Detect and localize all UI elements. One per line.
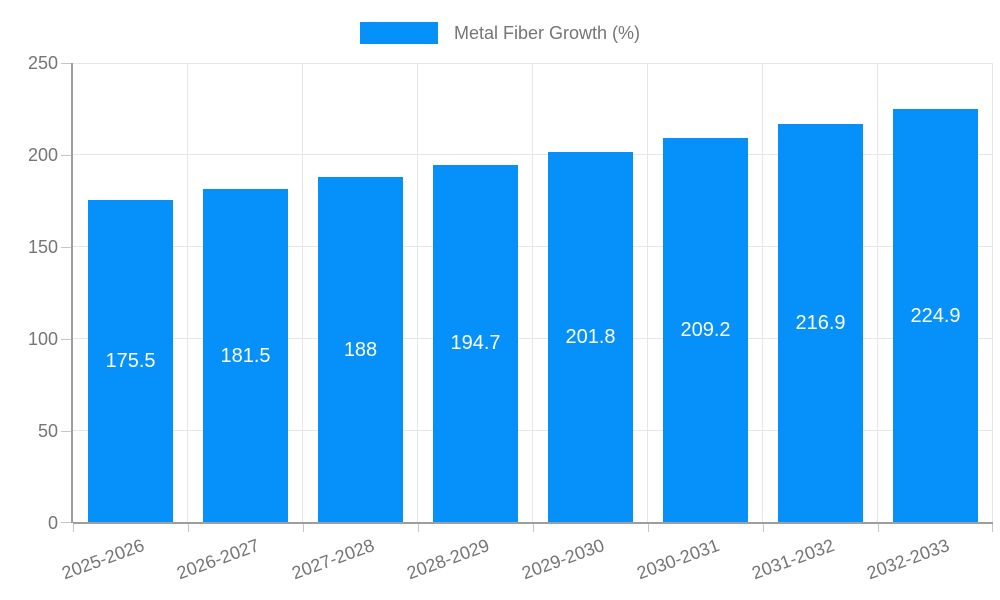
y-tick-mark: [61, 155, 71, 156]
legend[interactable]: Metal Fiber Growth (%): [0, 20, 1000, 46]
gridline: [73, 246, 993, 247]
bar-2026-2027[interactable]: 181.5: [203, 189, 288, 523]
x-tick-label: 2029-2030: [519, 535, 608, 584]
y-tick-label: 50: [37, 421, 58, 441]
bar-value-label: 175.5: [105, 350, 156, 373]
legend-label: Metal Fiber Growth (%): [453, 22, 641, 43]
x-tick-mark: [303, 523, 304, 532]
bar-2029-2030[interactable]: 201.8: [548, 151, 633, 523]
x-tick-mark: [418, 523, 419, 532]
bar-value-label: 216.9: [795, 311, 846, 334]
bar-value-label: 201.8: [565, 325, 616, 348]
x-tick-mark: [878, 523, 879, 532]
x-tick-mark: [763, 523, 764, 532]
y-tick-label: 200: [27, 145, 58, 165]
x-tick-mark: [188, 523, 189, 532]
gridline: [532, 63, 533, 523]
bar-2032-2033[interactable]: 224.9: [893, 109, 978, 523]
x-tick-mark: [73, 523, 74, 532]
y-tick-mark: [61, 339, 71, 340]
bar-2025-2026[interactable]: 175.5: [88, 200, 173, 523]
y-tick-label: 250: [27, 53, 58, 73]
gridline: [73, 338, 993, 339]
x-tick-mark: [533, 523, 534, 532]
y-tick-mark: [61, 63, 71, 64]
bar-2028-2029[interactable]: 194.7: [433, 164, 518, 523]
x-tick-label: 2032-2033: [864, 535, 953, 584]
y-tick-mark: [61, 247, 71, 248]
gridline: [647, 63, 648, 523]
x-tick-mark: [648, 523, 649, 532]
gridline: [302, 63, 303, 523]
gridline: [877, 63, 878, 523]
gridline: [73, 430, 993, 431]
gridline: [73, 154, 993, 155]
gridline: [73, 63, 993, 64]
y-axis-line: [71, 63, 73, 523]
legend-swatch-icon: [359, 22, 438, 44]
x-tick-label: 2025-2026: [59, 535, 148, 584]
x-tick-label: 2027-2028: [289, 535, 378, 584]
gridline: [187, 63, 188, 523]
y-axis-labels: 0 50 100 150 200 250: [0, 53, 58, 533]
gridline: [417, 63, 418, 523]
bar-value-label: 224.9: [910, 304, 961, 327]
y-tick-mark: [61, 431, 71, 432]
bar-2027-2028[interactable]: 188: [318, 177, 403, 523]
x-tick-mark: [992, 523, 993, 532]
x-axis-line: [73, 522, 993, 524]
y-tick-mark: [61, 522, 71, 523]
gridline: [762, 63, 763, 523]
y-tick-label: 150: [27, 237, 58, 257]
x-axis-labels: 2025-2026 2026-2027 2027-2028 2028-2029 2029…: [60, 523, 993, 600]
bar-value-label: 188: [343, 338, 378, 361]
bar-2031-2032[interactable]: 216.9: [778, 123, 863, 523]
plot-area: 175.5 181.5 188 194.7 201.8 209.2 216.9 224.9: [61, 63, 993, 532]
bar-value-label: 209.2: [680, 319, 731, 342]
x-tick-label: 2030-2031: [634, 535, 723, 584]
bar-value-label: 194.7: [450, 332, 501, 355]
x-tick-label: 2031-2032: [749, 535, 838, 584]
x-tick-label: 2026-2027: [174, 535, 263, 584]
gridline: [992, 63, 993, 523]
bar-2030-2031[interactable]: 209.2: [663, 138, 748, 523]
y-tick-label: 100: [27, 329, 58, 349]
y-tick-label: 0: [47, 513, 58, 533]
x-tick-label: 2028-2029: [404, 535, 493, 584]
bar-value-label: 181.5: [220, 344, 271, 367]
